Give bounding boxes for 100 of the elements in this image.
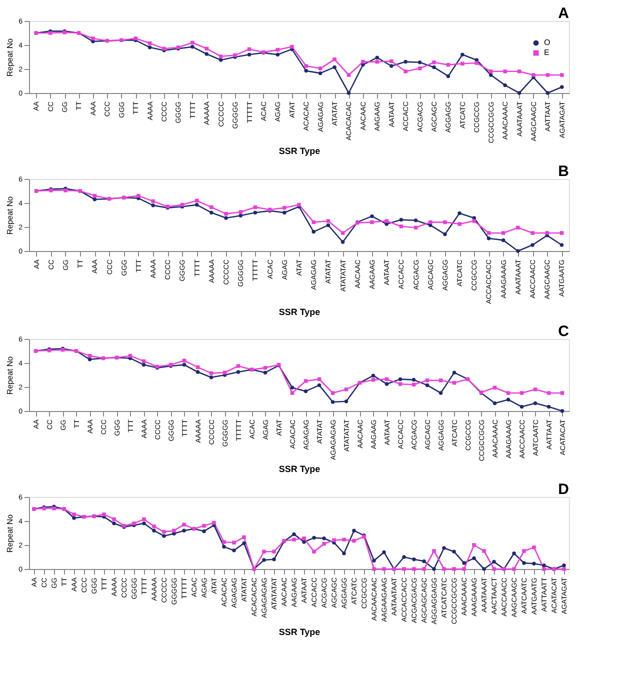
point: [506, 398, 510, 402]
point: [232, 548, 236, 552]
point: [520, 404, 524, 409]
y-axis-title: Repeat No: [6, 38, 15, 77]
point: [202, 524, 206, 528]
point: [442, 546, 446, 550]
point: [91, 36, 95, 40]
chart-title: C: [558, 323, 570, 340]
point: [318, 66, 322, 70]
point: [72, 512, 76, 516]
point: [375, 56, 380, 60]
point: [432, 567, 436, 571]
point: [372, 567, 376, 571]
point: [398, 377, 402, 382]
point: [253, 210, 258, 214]
point: [190, 44, 194, 49]
point: [492, 386, 497, 390]
point: [546, 73, 550, 77]
point: [460, 52, 464, 56]
point: [562, 567, 566, 571]
point: [522, 549, 526, 553]
point: [486, 231, 491, 235]
y-axis-title: Repeat No: [6, 514, 15, 553]
point: [517, 70, 522, 74]
point: [402, 555, 406, 559]
point: [532, 73, 536, 77]
point: [389, 64, 394, 68]
point: [370, 220, 374, 224]
point: [472, 219, 476, 223]
point: [151, 204, 155, 208]
point: [399, 218, 404, 222]
x-axis-title: SSR Type: [278, 464, 320, 474]
point: [212, 520, 216, 525]
point: [312, 220, 316, 224]
point: [317, 383, 322, 388]
point: [560, 231, 564, 235]
point: [418, 60, 422, 64]
point: [398, 382, 402, 386]
point: [222, 540, 226, 544]
point: [425, 383, 430, 388]
point: [322, 542, 326, 546]
point: [342, 552, 346, 556]
point: [304, 389, 308, 394]
point: [438, 378, 443, 382]
point: [352, 528, 356, 532]
chart-title: D: [558, 481, 570, 498]
point: [370, 214, 374, 218]
point: [412, 382, 416, 386]
point: [238, 214, 242, 218]
point: [202, 529, 206, 534]
point: [312, 230, 316, 234]
y-axis-title: Repeat No: [6, 356, 15, 395]
point: [326, 219, 330, 223]
point: [152, 528, 156, 532]
point: [458, 222, 462, 226]
point: [546, 391, 551, 395]
point: [503, 83, 507, 88]
point: [172, 532, 176, 536]
point: [506, 391, 510, 395]
point: [210, 210, 214, 214]
point: [190, 40, 194, 44]
point: [442, 567, 446, 571]
point: [290, 386, 294, 390]
point: [292, 532, 296, 536]
point: [546, 91, 550, 95]
point: [432, 60, 436, 64]
point: [425, 378, 430, 382]
point: [384, 219, 388, 223]
point: [262, 558, 266, 562]
point: [501, 231, 506, 235]
point: [446, 74, 450, 78]
point: [472, 543, 476, 547]
point: [318, 71, 322, 76]
point: [512, 552, 516, 556]
point: [404, 60, 408, 64]
point: [330, 400, 335, 404]
point: [209, 376, 214, 380]
point: [194, 202, 199, 207]
point: [204, 46, 209, 50]
point: [472, 556, 476, 560]
point: [438, 391, 443, 395]
point: [136, 194, 140, 198]
point: [102, 512, 106, 516]
point: [344, 388, 348, 392]
point: [242, 535, 246, 540]
point: [290, 44, 294, 49]
point: [443, 220, 447, 224]
point: [262, 550, 266, 554]
point: [361, 60, 365, 64]
point: [312, 536, 316, 540]
point: [346, 73, 351, 77]
point: [290, 391, 294, 395]
point: [501, 238, 506, 242]
chart-title: B: [558, 163, 570, 180]
point: [342, 538, 346, 542]
point: [222, 544, 226, 549]
point: [412, 567, 416, 571]
point: [492, 567, 496, 571]
point: [302, 536, 306, 540]
point: [560, 85, 564, 89]
